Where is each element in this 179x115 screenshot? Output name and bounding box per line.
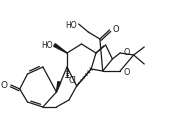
Text: O: O xyxy=(0,81,7,90)
Polygon shape xyxy=(54,44,67,54)
Text: HO: HO xyxy=(41,41,53,50)
Polygon shape xyxy=(56,82,61,92)
Text: O: O xyxy=(123,48,129,57)
Text: O: O xyxy=(112,25,119,34)
Text: Cl: Cl xyxy=(69,76,77,85)
Text: HO: HO xyxy=(65,20,77,29)
Text: O: O xyxy=(123,68,129,77)
